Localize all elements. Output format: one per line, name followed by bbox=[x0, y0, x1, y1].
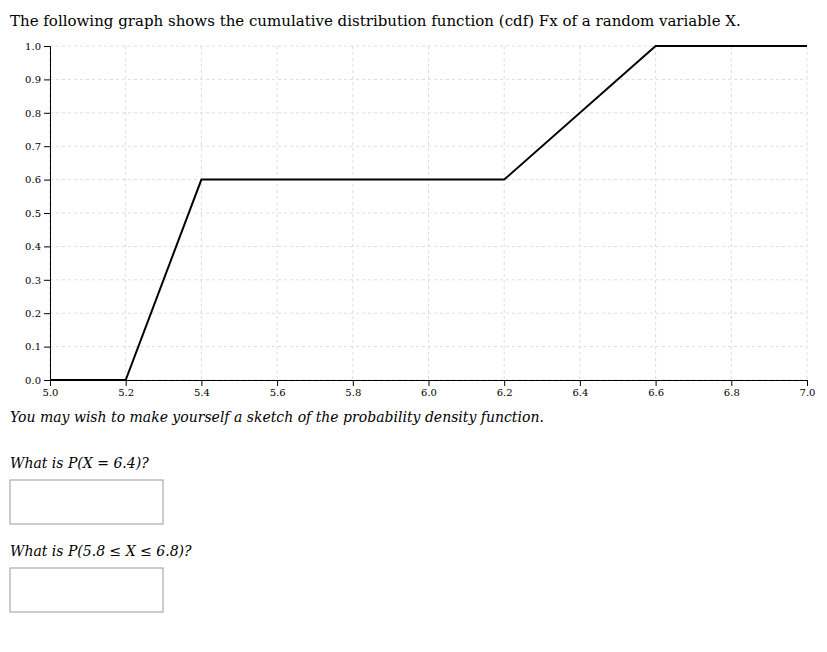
tick: 5.0 bbox=[43, 380, 59, 398]
tick-label: 5.4 bbox=[194, 387, 210, 398]
tick-mark bbox=[44, 146, 50, 147]
tick: 6.2 bbox=[497, 380, 513, 398]
tick-label: 6.6 bbox=[648, 387, 664, 398]
tick-mark bbox=[807, 380, 808, 386]
tick: 0.9 bbox=[25, 74, 50, 85]
tick: 6.0 bbox=[421, 380, 437, 398]
marks bbox=[50, 46, 807, 380]
tick: 0.2 bbox=[25, 308, 50, 319]
tick: 0.3 bbox=[25, 275, 50, 286]
tick-label: 0.3 bbox=[25, 275, 41, 286]
tick: 6.6 bbox=[648, 380, 664, 398]
tick-mark bbox=[277, 380, 278, 386]
grid-line bbox=[50, 213, 807, 214]
grid-line bbox=[50, 246, 807, 247]
tick-mark bbox=[44, 246, 50, 247]
tick-label: 6.0 bbox=[421, 387, 437, 398]
plot: 5.05.25.45.65.86.06.26.46.66.87.00.00.10… bbox=[25, 41, 815, 398]
tick-label: 0.9 bbox=[25, 74, 41, 85]
tick: 0.1 bbox=[25, 341, 50, 352]
tick-mark bbox=[429, 380, 430, 386]
tick-mark bbox=[504, 380, 505, 386]
tick-label: 0.2 bbox=[25, 308, 41, 319]
tick: 6.8 bbox=[724, 380, 740, 398]
tick: 6.4 bbox=[572, 380, 588, 398]
axis-line bbox=[44, 47, 51, 381]
tick-label: 5.6 bbox=[270, 387, 286, 398]
grid-line bbox=[50, 346, 807, 347]
question: What is P(X = 6.4)? bbox=[10, 455, 149, 471]
tick: 0.0 bbox=[25, 375, 50, 386]
grid-line bbox=[50, 313, 807, 314]
title: The following graph shows the cumulative… bbox=[10, 12, 741, 30]
tick: 5.2 bbox=[118, 380, 134, 398]
tick: 5.8 bbox=[345, 380, 361, 398]
tick: 5.4 bbox=[194, 380, 210, 398]
tick-label: 0.5 bbox=[25, 208, 41, 219]
tick-mark bbox=[44, 213, 50, 214]
tick-mark bbox=[44, 347, 50, 348]
grid bbox=[50, 46, 807, 380]
answer-box bbox=[10, 568, 163, 612]
tick-mark bbox=[44, 380, 50, 381]
answer-box bbox=[10, 480, 163, 524]
x-axis: 5.0 5.2 5.4 5.6 5.8 6.0 6.2 6.4 6.6 6.8 7.0 bbox=[43, 380, 816, 398]
tick-mark bbox=[44, 280, 50, 281]
tick: 1.0 bbox=[25, 41, 50, 52]
tick: 7.0 bbox=[800, 380, 816, 398]
question: What is P(5.8 ≤ X ≤ 6.8)? bbox=[10, 543, 192, 559]
grid-line bbox=[50, 112, 807, 113]
tick-label: 5.8 bbox=[345, 387, 361, 398]
tick-label: 0.1 bbox=[25, 341, 41, 352]
tick-label: 5.2 bbox=[118, 387, 134, 398]
tick-mark bbox=[353, 380, 354, 386]
axis-line bbox=[51, 381, 808, 387]
tick-mark bbox=[201, 380, 202, 386]
tick-label: 0.8 bbox=[25, 108, 41, 119]
grid-line bbox=[50, 146, 807, 147]
grid-line bbox=[277, 46, 278, 380]
tick-label: 6.4 bbox=[572, 387, 588, 398]
tick-label: 0.6 bbox=[25, 174, 41, 185]
chart: The following graph shows the cumulative… bbox=[0, 0, 827, 652]
tick-mark bbox=[44, 46, 50, 47]
tick-label: 5.0 bbox=[43, 387, 59, 398]
tick-label: 0.7 bbox=[25, 141, 41, 152]
subtitle: You may wish to make yourself a sketch o… bbox=[10, 409, 544, 425]
tick: 0.7 bbox=[25, 141, 50, 152]
tick: 0.6 bbox=[25, 174, 50, 185]
tick: 0.8 bbox=[25, 108, 50, 119]
tick-label: 0.4 bbox=[25, 241, 41, 252]
tick-label: 6.2 bbox=[497, 387, 513, 398]
tick-mark bbox=[656, 380, 657, 386]
tick-label: 0.0 bbox=[25, 375, 41, 386]
tick: 0.5 bbox=[25, 208, 50, 219]
tick: 0.4 bbox=[25, 241, 50, 252]
tick-label: 6.8 bbox=[724, 387, 740, 398]
tick-mark bbox=[731, 380, 732, 386]
grid-line bbox=[50, 79, 807, 80]
tick-mark bbox=[44, 113, 50, 114]
y-axis: 0.0 0.1 0.2 0.3 0.4 0.5 0.6 0.7 0.8 0.9 1.0 bbox=[25, 41, 50, 386]
tick: 5.6 bbox=[270, 380, 286, 398]
tick-label: 1.0 bbox=[25, 41, 41, 52]
tick-label: 7.0 bbox=[800, 387, 816, 398]
tick-mark bbox=[44, 313, 50, 314]
cdf-line bbox=[50, 46, 807, 380]
tick-mark bbox=[44, 180, 50, 181]
grid-line bbox=[655, 46, 656, 380]
tick-mark bbox=[580, 380, 581, 386]
grid-line bbox=[125, 46, 126, 380]
grid-line bbox=[504, 46, 505, 380]
tick-mark bbox=[44, 79, 50, 80]
